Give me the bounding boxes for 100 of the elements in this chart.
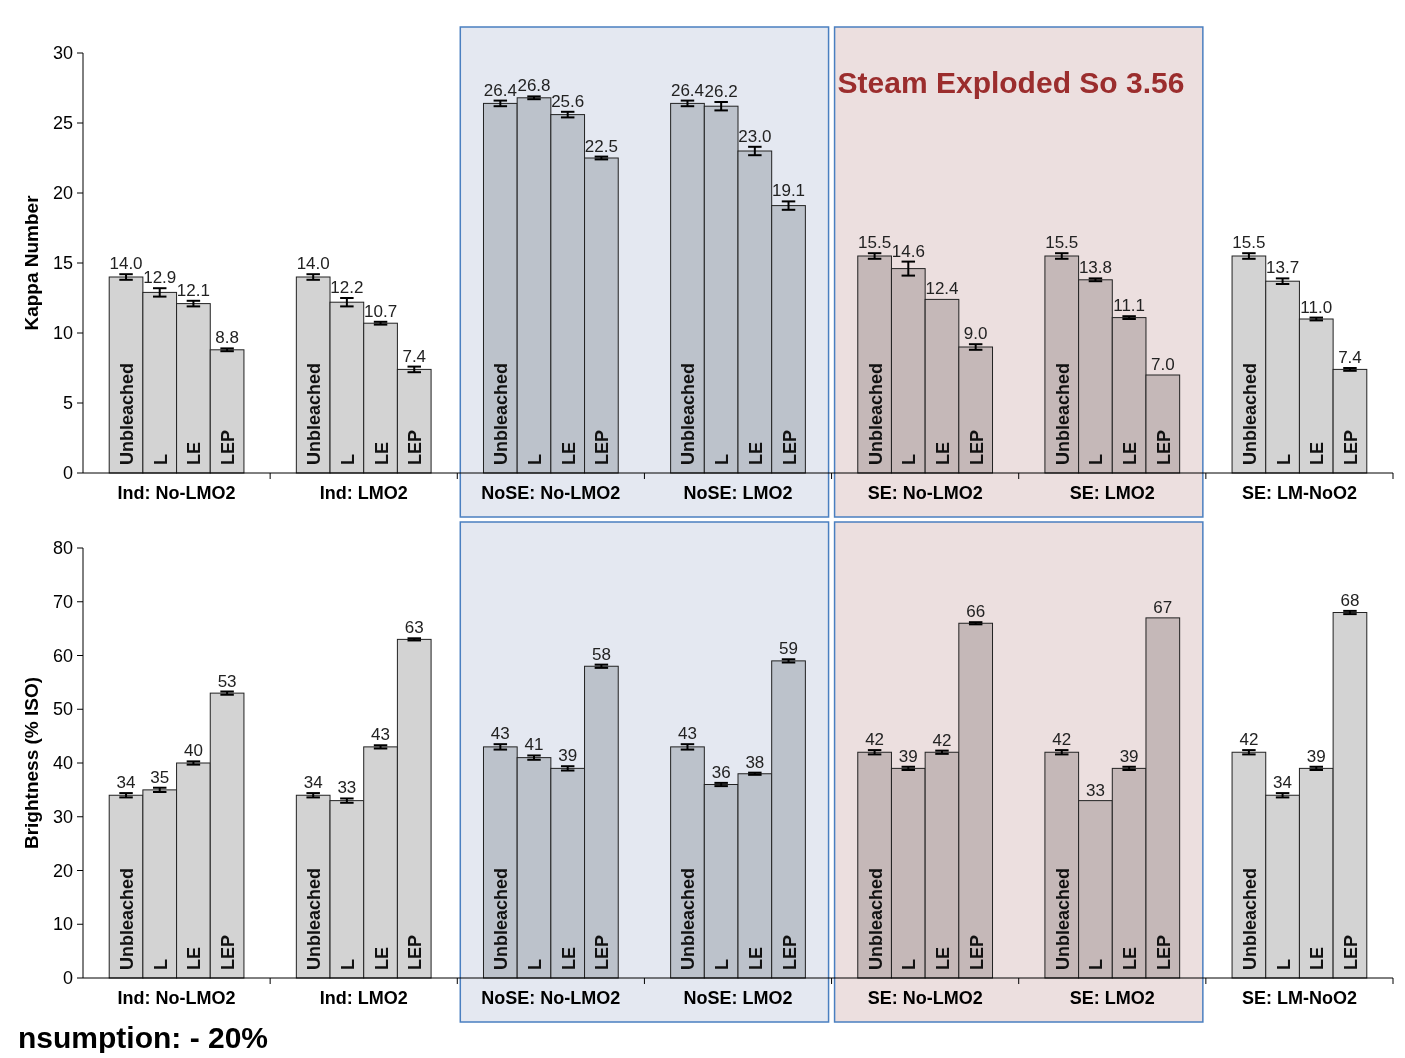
text: LE: [1307, 946, 1328, 970]
data-label: 8.8: [215, 328, 239, 348]
data-label: 58: [591, 644, 611, 664]
text: LEP: [592, 429, 613, 465]
series-label: LE: [558, 441, 579, 465]
data-label: 12.1: [176, 280, 210, 300]
data-label: 15.5: [1232, 233, 1266, 253]
data-label: 19.1: [771, 181, 806, 201]
data-label: 14.0: [296, 254, 330, 274]
series-label: L: [337, 959, 358, 970]
data-label: 36: [711, 762, 731, 782]
x-tick-label: Ind: No-LMO2: [117, 988, 236, 1008]
data-label: 25.6: [551, 91, 585, 111]
text: Unbleached: [1239, 867, 1260, 970]
y-tick-label: 70: [52, 591, 73, 612]
series-label: Unbleached: [678, 362, 699, 465]
data-label: 33: [1085, 780, 1105, 800]
data-label: 11.1: [1113, 296, 1146, 316]
text: Unbleached: [117, 867, 138, 970]
text: LE: [932, 946, 953, 970]
text: LE: [184, 441, 205, 465]
text: Unbleached: [117, 362, 138, 465]
data-label: 15.5: [858, 233, 892, 253]
text: L: [525, 454, 546, 465]
data-label: 68: [1340, 590, 1360, 610]
text: LEP: [1153, 429, 1174, 465]
x-tick-label: NoSE: LMO2: [683, 483, 793, 503]
y-axis-title: Kappa Number: [21, 194, 42, 331]
text: LE: [371, 441, 392, 465]
y-tick-label: 50: [52, 699, 73, 720]
text: LE: [184, 946, 205, 970]
x-tick-label: SE: LMO2: [1069, 988, 1155, 1008]
data-label: 67: [1153, 597, 1173, 617]
data-label: 38: [745, 752, 765, 772]
y-tick-label: 20: [52, 860, 73, 881]
text: Unbleached: [304, 362, 325, 465]
data-label: 12.4: [925, 279, 959, 299]
data-label: 11.0: [1300, 297, 1333, 317]
text: Unbleached: [865, 867, 886, 970]
x-tick-label: Ind: LMO2: [319, 988, 408, 1008]
data-label: 43: [678, 724, 697, 744]
x-tick-label: SE: No-LMO2: [867, 483, 983, 503]
y-tick-label: 40: [52, 753, 73, 773]
data-label: 22.5: [584, 136, 618, 156]
series-label: L: [337, 454, 358, 465]
text: Unbleached: [1052, 362, 1073, 465]
text: LEP: [405, 429, 426, 465]
series-label: LEP: [1340, 429, 1361, 465]
text: LEP: [218, 934, 239, 970]
text: L: [150, 959, 171, 970]
text: LEP: [405, 934, 426, 970]
text: L: [712, 959, 733, 970]
data-label: 15.5: [1045, 233, 1079, 253]
data-label: 42: [865, 730, 885, 750]
x-tick-label: NoSE: No-LMO2: [481, 988, 621, 1008]
y-tick-label: 10: [52, 914, 73, 935]
series-label: LE: [558, 946, 579, 970]
y-tick-label: 60: [52, 645, 73, 666]
data-label: 66: [966, 602, 986, 622]
text: Unbleached: [1239, 362, 1260, 465]
data-label: 12.2: [330, 278, 364, 297]
text: L: [1086, 959, 1107, 970]
data-label: 33: [337, 778, 357, 798]
text: Unbleached: [491, 362, 512, 465]
text: L: [1273, 959, 1294, 970]
text: L: [899, 959, 920, 970]
y-tick-label: 15: [52, 253, 73, 273]
data-label: 26.4: [483, 80, 517, 100]
x-tick-label: SE: LM-NoO2: [1241, 988, 1357, 1008]
data-label: 9.0: [963, 324, 988, 344]
data-label: 63: [404, 618, 424, 638]
data-label: 34: [303, 773, 323, 793]
y-tick-label: 0: [62, 968, 73, 988]
text: L: [1086, 454, 1107, 465]
data-label: 7.0: [1150, 355, 1175, 374]
text: L: [525, 959, 546, 970]
text: LE: [1120, 946, 1141, 970]
text: LEP: [592, 934, 613, 970]
text: LE: [1120, 441, 1141, 465]
data-label: 40: [183, 741, 203, 761]
text: LEP: [779, 934, 800, 970]
data-label: 26.2: [704, 82, 738, 101]
data-label: 13.7: [1266, 258, 1300, 278]
text: LE: [1307, 441, 1328, 465]
data-label: 42: [1052, 730, 1072, 750]
x-tick-label: NoSE: No-LMO2: [481, 483, 621, 503]
y-tick-label: 5: [62, 393, 73, 413]
text: LEP: [966, 934, 987, 970]
y-tick-label: 80: [52, 538, 73, 558]
text: LEP: [218, 429, 239, 465]
data-label: 39: [1306, 746, 1326, 766]
text: LE: [371, 946, 392, 970]
text: L: [899, 454, 920, 465]
x-tick-label: Ind: LMO2: [319, 483, 408, 503]
data-label: 26.4: [670, 80, 705, 100]
data-label: 7.4: [402, 346, 427, 366]
data-label: 23.0: [738, 126, 772, 146]
text: L: [150, 454, 171, 465]
y-tick-label: 30: [52, 806, 73, 827]
data-label: 53: [217, 671, 237, 691]
